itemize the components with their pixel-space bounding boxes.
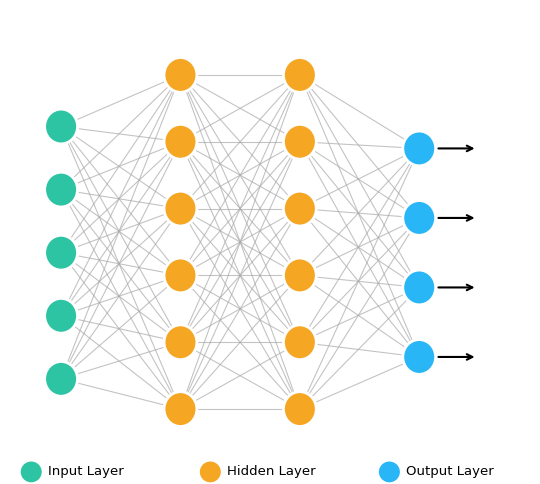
Ellipse shape bbox=[284, 58, 316, 92]
Ellipse shape bbox=[403, 340, 436, 374]
Ellipse shape bbox=[45, 235, 78, 270]
Ellipse shape bbox=[199, 461, 221, 483]
Ellipse shape bbox=[403, 270, 436, 305]
Ellipse shape bbox=[45, 109, 78, 144]
Ellipse shape bbox=[45, 299, 78, 333]
Ellipse shape bbox=[45, 362, 78, 396]
Ellipse shape bbox=[164, 124, 197, 159]
Ellipse shape bbox=[284, 124, 316, 159]
Text: Input Layer: Input Layer bbox=[48, 466, 124, 478]
Text: Output Layer: Output Layer bbox=[406, 466, 494, 478]
Ellipse shape bbox=[378, 461, 401, 483]
Ellipse shape bbox=[164, 191, 197, 226]
Ellipse shape bbox=[164, 325, 197, 360]
Ellipse shape bbox=[20, 461, 43, 483]
Ellipse shape bbox=[403, 200, 436, 235]
Ellipse shape bbox=[164, 258, 197, 293]
Ellipse shape bbox=[284, 191, 316, 226]
Ellipse shape bbox=[45, 172, 78, 207]
Ellipse shape bbox=[284, 325, 316, 360]
Ellipse shape bbox=[403, 131, 436, 166]
Ellipse shape bbox=[284, 392, 316, 426]
Ellipse shape bbox=[164, 392, 197, 426]
Ellipse shape bbox=[284, 258, 316, 293]
Ellipse shape bbox=[164, 58, 197, 92]
Text: Hidden Layer: Hidden Layer bbox=[227, 466, 316, 478]
